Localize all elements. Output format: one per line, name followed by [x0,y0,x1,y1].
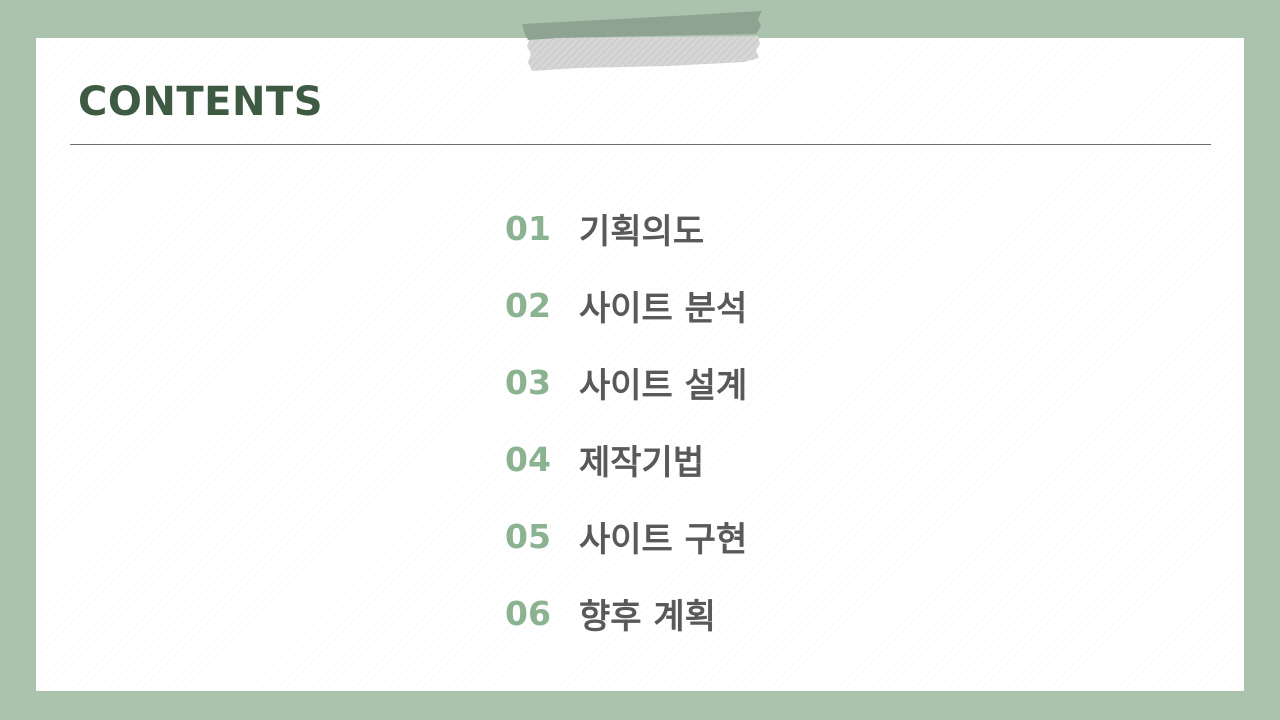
item-number: 06 [505,594,551,633]
content-card [36,38,1244,691]
item-label: 사이트 구현 [579,520,748,560]
list-item: 02 사이트 분석 [505,267,747,344]
item-number: 05 [505,517,551,556]
list-item: 04 제작기법 [505,421,747,498]
page-title: CONTENTS [78,79,324,125]
contents-list: 01 기획의도 02 사이트 분석 03 사이트 설계 04 제작기법 05 사… [505,190,747,652]
list-item: 06 향후 계획 [505,575,747,652]
title-divider [70,144,1211,145]
tape-dark-strip [522,11,762,40]
tape-decoration [522,11,762,71]
item-label: 사이트 분석 [579,289,748,329]
item-label: 제작기법 [579,443,705,483]
item-number: 03 [505,363,551,402]
item-label: 향후 계획 [579,597,716,637]
list-item: 05 사이트 구현 [505,498,747,575]
item-number: 02 [505,286,551,325]
tape-light-strip [527,36,760,71]
list-item: 01 기획의도 [505,190,747,267]
item-label: 기획의도 [579,212,705,252]
item-label: 사이트 설계 [579,366,748,406]
list-item: 03 사이트 설계 [505,344,747,421]
item-number: 01 [505,209,551,248]
item-number: 04 [505,440,551,479]
